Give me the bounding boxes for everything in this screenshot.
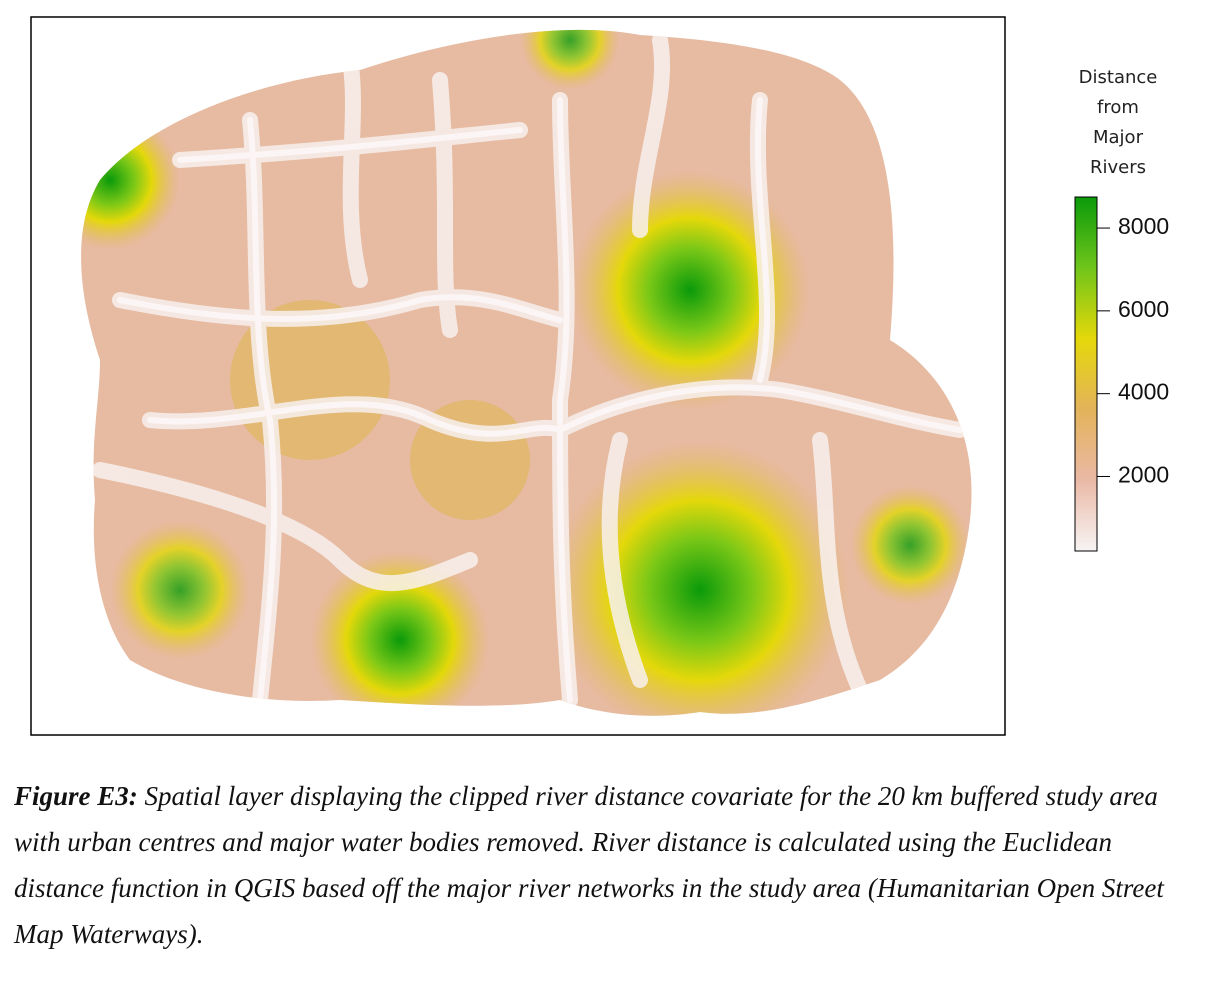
legend-title: from <box>1097 97 1139 118</box>
caption-label: Figure E3: <box>14 781 138 811</box>
legend-title: Major <box>1093 127 1144 148</box>
tick-label: 2000 <box>1118 462 1169 488</box>
tick-label: 8000 <box>1118 213 1169 239</box>
legend-title: Distance <box>1079 67 1158 88</box>
caption: Figure E3: Spatial layer displaying the … <box>14 773 1199 957</box>
tick-label: 4000 <box>1118 379 1169 405</box>
caption-text: Spatial layer displaying the clipped riv… <box>14 781 1164 949</box>
legend: Distance from Major Rivers 2000 4000 6000 8000 <box>1075 67 1169 551</box>
colorbar <box>1075 197 1097 551</box>
figure: Distance from Major Rivers 2000 4000 6000 8000 <box>0 0 1207 770</box>
page: DistancefromMajorRivers2000400060008000 … <box>0 0 1207 992</box>
tick-label: 6000 <box>1118 296 1169 322</box>
raster <box>40 0 990 740</box>
legend-title: Rivers <box>1090 157 1146 178</box>
